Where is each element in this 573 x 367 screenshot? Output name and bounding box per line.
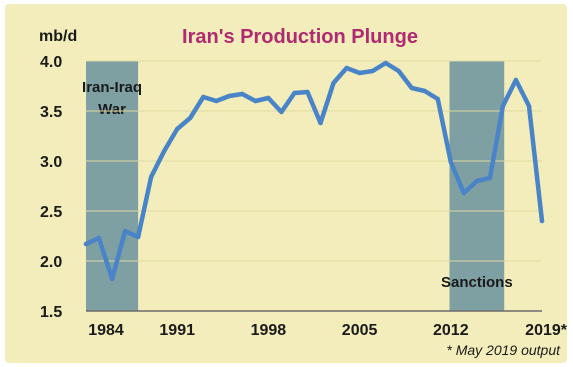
y-tick-label: 4.0 bbox=[40, 54, 62, 71]
data-point bbox=[461, 190, 467, 196]
shaded-periods: Iran-Iraq War Sanctions bbox=[82, 61, 513, 311]
data-point bbox=[148, 174, 154, 180]
production-line bbox=[83, 60, 545, 282]
data-point bbox=[266, 95, 271, 101]
data-point bbox=[122, 228, 128, 234]
data-point bbox=[214, 98, 219, 104]
data-point bbox=[474, 178, 480, 184]
data-point bbox=[201, 94, 206, 100]
data-point bbox=[357, 70, 362, 76]
y-tick-label: 2.5 bbox=[40, 204, 62, 221]
data-point bbox=[135, 234, 141, 240]
x-tick-label: 1998 bbox=[251, 322, 287, 339]
series-layer bbox=[83, 60, 545, 282]
y-tick-label: 1.5 bbox=[40, 304, 62, 321]
data-point bbox=[448, 159, 453, 165]
data-point bbox=[383, 60, 388, 66]
data-point bbox=[370, 68, 375, 74]
shaded-period-label: Iran-Iraq bbox=[82, 79, 142, 96]
data-point bbox=[539, 218, 545, 224]
data-point bbox=[96, 235, 102, 241]
x-tick-label: 2012 bbox=[433, 322, 469, 339]
x-tick-label: 2005 bbox=[342, 322, 378, 339]
data-point bbox=[175, 126, 180, 132]
data-point bbox=[409, 85, 414, 91]
data-point bbox=[526, 103, 532, 109]
data-point bbox=[227, 93, 232, 99]
shaded-period-label: War bbox=[98, 101, 126, 118]
x-tick-label: 2019* bbox=[525, 322, 568, 339]
data-point bbox=[318, 120, 323, 126]
y-tick-label: 3.0 bbox=[40, 154, 62, 171]
data-point bbox=[109, 276, 115, 282]
shaded-period bbox=[86, 61, 139, 311]
data-point bbox=[292, 90, 297, 96]
data-point bbox=[305, 89, 310, 95]
chart-title: Iran's Production Plunge bbox=[182, 26, 418, 48]
x-tick-label: 1984 bbox=[88, 322, 124, 339]
data-point bbox=[422, 88, 427, 94]
data-point bbox=[500, 103, 506, 109]
footnote: * May 2019 output bbox=[446, 342, 561, 358]
data-point bbox=[513, 77, 519, 83]
y-tick-label: 3.5 bbox=[40, 104, 62, 121]
data-point bbox=[487, 175, 493, 181]
data-point bbox=[253, 98, 258, 104]
x-tick-label: 1991 bbox=[159, 322, 195, 339]
data-point bbox=[83, 241, 89, 247]
data-point bbox=[240, 91, 245, 97]
data-point bbox=[188, 115, 193, 121]
data-point bbox=[344, 65, 349, 71]
data-point bbox=[279, 109, 284, 115]
data-point bbox=[435, 96, 440, 102]
unit-label: mb/d bbox=[39, 28, 77, 45]
y-tick-label: 2.0 bbox=[40, 254, 62, 271]
data-point bbox=[396, 68, 401, 74]
shaded-period-label: Sanctions bbox=[441, 274, 513, 291]
data-point bbox=[161, 148, 167, 154]
data-point bbox=[331, 80, 336, 86]
tick-labels: 1.5 2.0 2.5 3.0 3.5 4.0 1984 1991 1998 2005 2012 20… bbox=[40, 54, 568, 339]
